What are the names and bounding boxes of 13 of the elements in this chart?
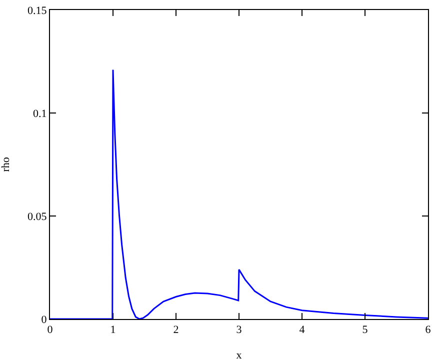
x-tick-label: 6 <box>425 324 432 336</box>
y-axis-title: rho <box>0 156 12 172</box>
y-tick-label: 0.1 <box>33 108 47 120</box>
x-tick-label: 2 <box>173 324 179 336</box>
x-tick-label: 3 <box>236 324 242 336</box>
x-tick-label: 5 <box>362 324 368 336</box>
x-tick-label: 4 <box>299 324 306 336</box>
line-series <box>50 68 428 319</box>
y-tick-label: 0 <box>41 314 48 326</box>
y-tick-label: 0.15 <box>28 4 48 17</box>
x-axis-title: x <box>236 349 242 362</box>
y-tick-label: 0.05 <box>28 210 48 223</box>
x-tick-label: 1 <box>110 324 116 336</box>
